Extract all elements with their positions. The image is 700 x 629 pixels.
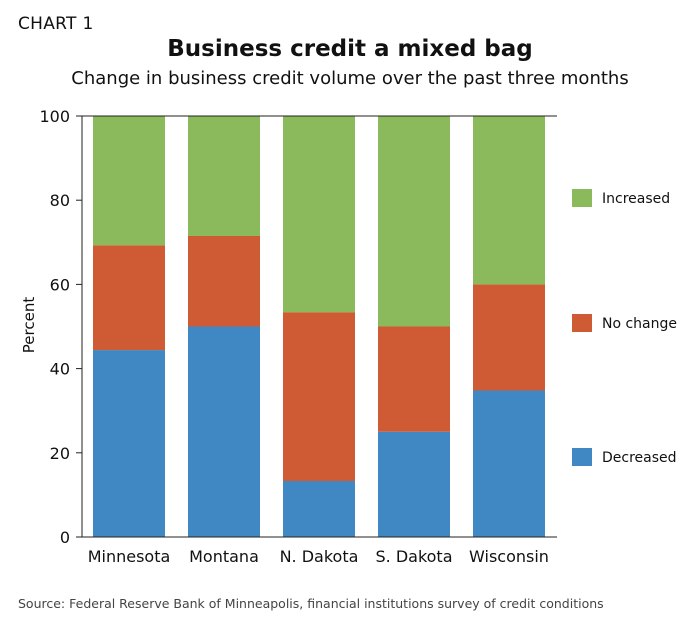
bar-segment-montana-no-change: [188, 235, 260, 327]
source-note: Source: Federal Reserve Bank of Minneapo…: [18, 596, 604, 611]
bar-segment-minnesota-decreased: [93, 350, 165, 537]
bar-segment-s-dakota-decreased: [378, 431, 450, 537]
y-tick-label: 100: [39, 107, 70, 126]
legend-group: Increased No change Decreased: [572, 189, 677, 466]
chart-subtitle: Change in business credit volume over th…: [71, 68, 629, 89]
legend-swatch-decreased: [572, 448, 592, 466]
x-tick-label: Wisconsin: [469, 547, 549, 566]
bar-segment-n-dakota-increased: [283, 116, 355, 313]
x-tick-label: Minnesota: [88, 547, 171, 566]
bar-segment-minnesota-no-change: [93, 245, 165, 351]
y-axis-label: Percent: [20, 297, 38, 354]
x-tick-label: Montana: [189, 547, 259, 566]
y-tick-label: 20: [50, 444, 70, 463]
y-tick-label: 80: [50, 191, 70, 210]
bar-segment-s-dakota-no-change: [378, 326, 450, 432]
bar-segment-s-dakota-increased: [378, 116, 450, 327]
bar-segment-montana-decreased: [188, 326, 260, 537]
legend-label-increased: Increased: [602, 191, 670, 207]
legend-swatch-no-change: [572, 314, 592, 332]
bar-segment-wisconsin-no-change: [473, 284, 545, 391]
bar-segment-wisconsin-decreased: [473, 390, 545, 537]
legend-swatch-increased: [572, 189, 592, 207]
bar-segment-n-dakota-decreased: [283, 481, 355, 537]
y-tick-label: 60: [50, 275, 70, 294]
bar-segment-montana-increased: [188, 116, 260, 236]
legend-label-no-change: No change: [602, 316, 677, 332]
chart-title: Business credit a mixed bag: [167, 36, 533, 62]
legend-label-decreased: Decreased: [602, 450, 677, 466]
x-tick-label: N. Dakota: [280, 547, 359, 566]
x-tick-label: S. Dakota: [375, 547, 452, 566]
bar-segment-n-dakota-no-change: [283, 312, 355, 482]
y-tick-label: 0: [60, 528, 70, 547]
chart-label: CHART 1: [18, 14, 94, 34]
bar-segment-minnesota-increased: [93, 116, 165, 246]
bar-segment-wisconsin-increased: [473, 116, 545, 285]
y-tick-label: 40: [50, 360, 70, 379]
category-labels-group: Minnesota Montana N. Dakota S. Dakota Wiscon…: [88, 547, 549, 566]
y-axis-group: 0 20 40 60 80 100: [39, 107, 557, 547]
bars-group: [93, 116, 545, 537]
